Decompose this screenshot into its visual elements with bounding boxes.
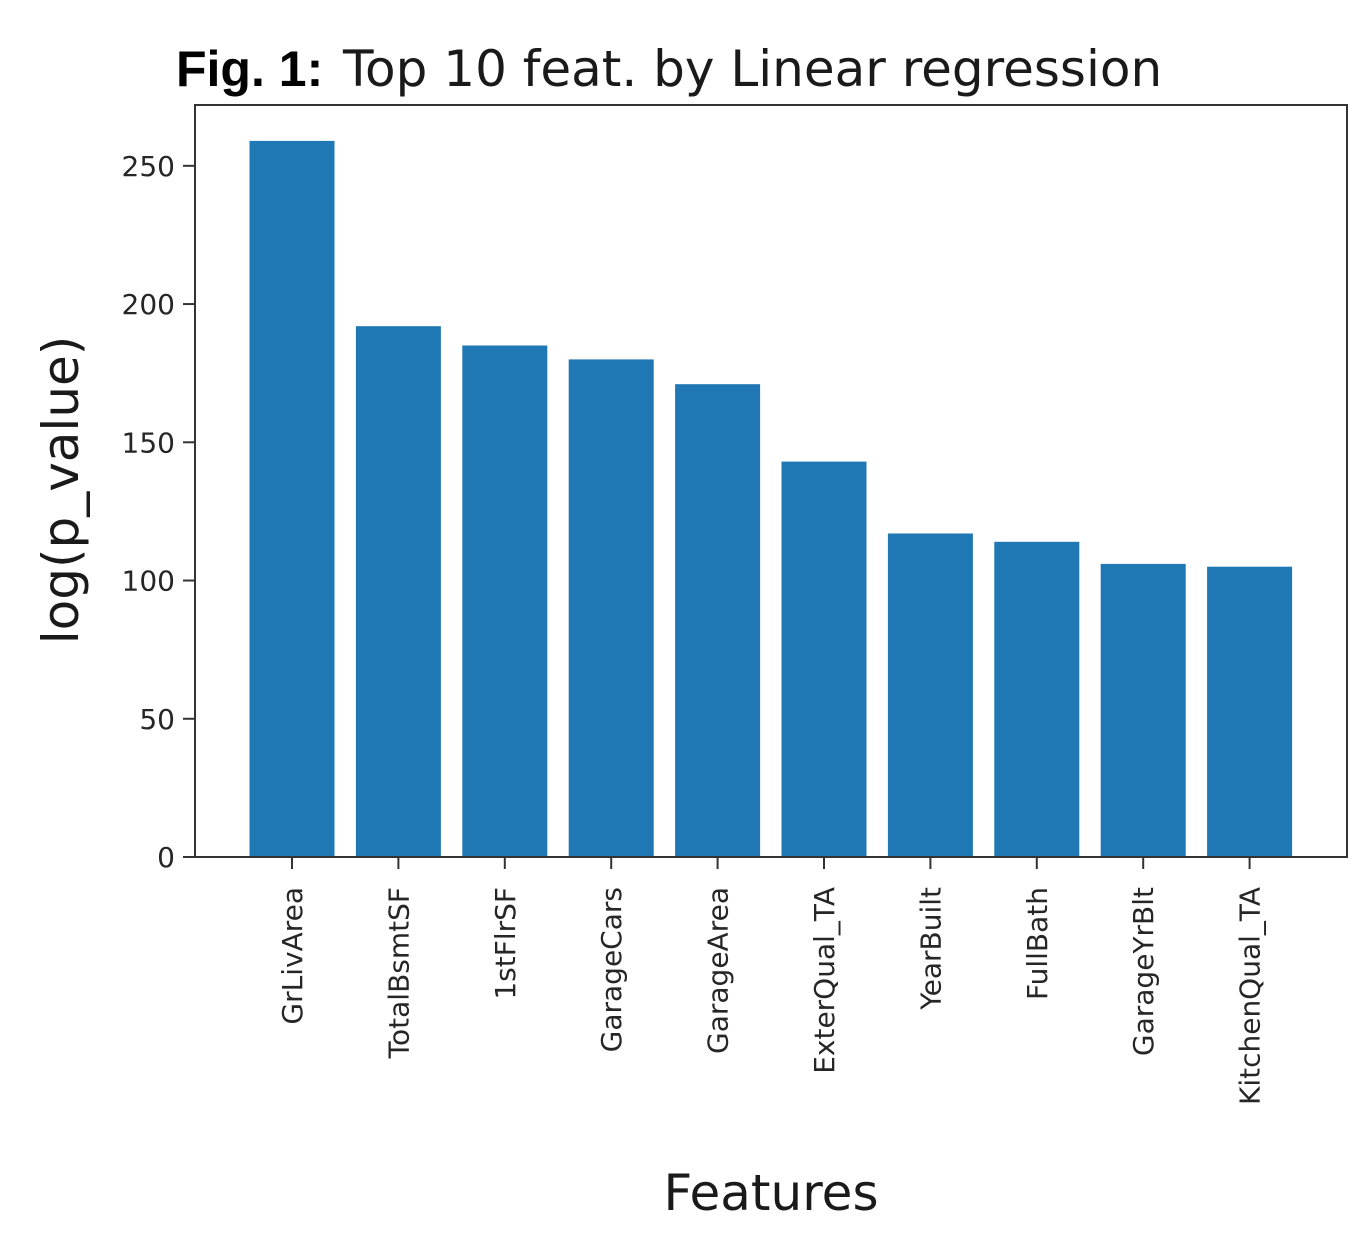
bar-exterqual-ta [781, 461, 867, 857]
y-axis-title: log(p_value) [32, 336, 90, 645]
bars-group [249, 140, 1293, 857]
bar-yearbuilt [887, 533, 973, 857]
x-tick-label: TotalBsmtSF [382, 887, 415, 1059]
y-tick-label: 150 [122, 426, 175, 459]
x-tick-label: FullBath [1021, 887, 1054, 1000]
x-tick-label: GarageArea [702, 887, 735, 1054]
bar-garagecars [568, 359, 654, 857]
bar-grlivarea [249, 140, 335, 857]
x-axis-title: Features [664, 1164, 879, 1222]
y-tick-label: 100 [122, 565, 175, 598]
x-tick-label: KitchenQual_TA [1234, 887, 1267, 1105]
x-tick-label: ExterQual_TA [808, 887, 841, 1074]
y-tick-label: 200 [122, 288, 175, 321]
figure-label: Fig. 1: [176, 41, 323, 97]
bar-1stflrsf [462, 345, 548, 857]
x-tick-label: GarageCars [595, 887, 628, 1052]
bar-fullbath [994, 541, 1080, 857]
x-tick-label: YearBuilt [914, 887, 947, 1011]
y-tick-label: 50 [139, 703, 175, 736]
bar-garagearea [675, 384, 761, 857]
plot-frame [194, 104, 1348, 858]
bar-totalbsmtsf [355, 326, 441, 857]
x-tick-label: 1stFlrSF [489, 887, 522, 1000]
bar-kitchenqual-ta [1207, 566, 1293, 857]
y-tick-label: 250 [122, 150, 175, 183]
y-axis-ticks: 0 50 100 150 200 250 [122, 150, 195, 874]
x-axis-ticks: GrLivArea TotalBsmtSF 1stFlrSF GarageCars Ga… [276, 857, 1267, 1105]
chart-title: Top 10 feat. by Linear regression [342, 40, 1162, 98]
bar-garageyrblt [1100, 563, 1186, 857]
x-tick-label: GrLivArea [276, 887, 309, 1025]
x-tick-label: GarageYrBlt [1127, 887, 1160, 1056]
y-tick-label: 0 [157, 841, 175, 874]
